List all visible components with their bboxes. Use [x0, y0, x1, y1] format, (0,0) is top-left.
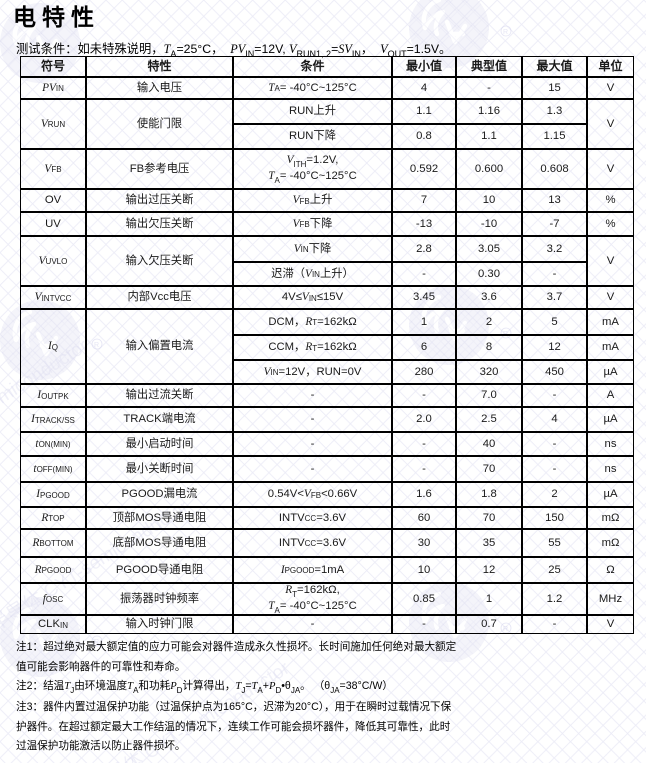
- svg-text:R: R: [503, 29, 508, 36]
